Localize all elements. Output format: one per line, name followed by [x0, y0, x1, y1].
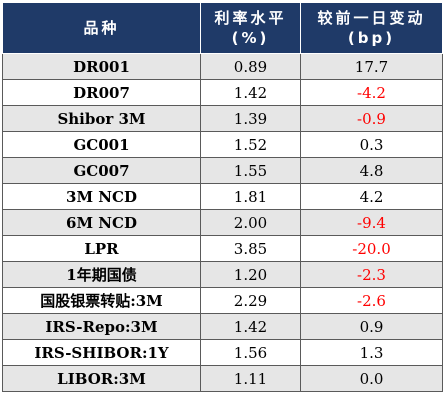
row-change: -20.0: [300, 235, 443, 262]
row-change: -2.3: [300, 261, 443, 288]
table-row: LPR 3.85 -20.0: [2, 235, 443, 262]
row-change: 1.3: [300, 339, 443, 366]
row-change: -2.6: [300, 287, 443, 314]
row-name: IRS-Repo:3M: [2, 313, 201, 340]
row-change: -9.4: [300, 209, 443, 236]
row-rate: 2.00: [200, 209, 301, 236]
header-change-line2: (bp): [347, 29, 396, 47]
table-row: GC001 1.52 0.3: [2, 131, 443, 158]
row-rate: 1.56: [200, 339, 301, 366]
header-change-line1: 较前一日变动: [317, 9, 426, 27]
table-row: DR001 0.89 17.7: [2, 53, 443, 80]
table-row: DR007 1.42 -4.2: [2, 79, 443, 106]
header-rate-level: 利率水平 (%): [200, 2, 301, 54]
row-rate: 1.42: [200, 79, 301, 106]
rates-table-container: 品种 利率水平 (%) 较前一日变动 (bp) DR001 0.89 17.7 DR…: [2, 2, 443, 392]
header-rate-line2: (%): [231, 29, 270, 47]
row-name: 3M NCD: [2, 183, 201, 210]
row-name: GC007: [2, 157, 201, 184]
table-row: Shibor 3M 1.39 -0.9: [2, 105, 443, 132]
row-rate: 1.52: [200, 131, 301, 158]
row-rate: 1.39: [200, 105, 301, 132]
table-body: DR001 0.89 17.7 DR007 1.42 -4.2 Shibor 3…: [2, 53, 443, 392]
row-change: 0.3: [300, 131, 443, 158]
row-change: -4.2: [300, 79, 443, 106]
row-name: 1年期国债: [2, 261, 201, 288]
row-name: DR007: [2, 79, 201, 106]
row-name: Shibor 3M: [2, 105, 201, 132]
table-row: 6M NCD 2.00 -9.4: [2, 209, 443, 236]
row-change: 0.9: [300, 313, 443, 340]
table-row: IRS-SHIBOR:1Y 1.56 1.3: [2, 339, 443, 366]
header-variety: 品种: [2, 2, 201, 54]
row-rate: 0.89: [200, 53, 301, 80]
row-name: IRS-SHIBOR:1Y: [2, 339, 201, 366]
table-header: 品种 利率水平 (%) 较前一日变动 (bp): [2, 2, 443, 54]
table-row: IRS-Repo:3M 1.42 0.9: [2, 313, 443, 340]
row-name: DR001: [2, 53, 201, 80]
row-name: LIBOR:3M: [2, 365, 201, 392]
table-row: 3M NCD 1.81 4.2: [2, 183, 443, 210]
rates-table: 品种 利率水平 (%) 较前一日变动 (bp) DR001 0.89 17.7 DR…: [2, 2, 443, 392]
row-rate: 1.42: [200, 313, 301, 340]
row-name: 国股银票转贴:3M: [2, 287, 201, 314]
row-change: 4.2: [300, 183, 443, 210]
row-rate: 1.20: [200, 261, 301, 288]
table-row: 国股银票转贴:3M 2.29 -2.6: [2, 287, 443, 314]
row-name: GC001: [2, 131, 201, 158]
row-change: 4.8: [300, 157, 443, 184]
table-row: GC007 1.55 4.8: [2, 157, 443, 184]
row-name: 6M NCD: [2, 209, 201, 236]
row-rate: 3.85: [200, 235, 301, 262]
row-rate: 1.11: [200, 365, 301, 392]
header-variety-label: 品种: [83, 19, 120, 37]
row-change: -0.9: [300, 105, 443, 132]
header-daily-change: 较前一日变动 (bp): [300, 2, 443, 54]
header-rate-line1: 利率水平: [214, 9, 287, 27]
row-change: 17.7: [300, 53, 443, 80]
row-change: 0.0: [300, 365, 443, 392]
table-row: 1年期国债 1.20 -2.3: [2, 261, 443, 288]
table-row: LIBOR:3M 1.11 0.0: [2, 365, 443, 392]
row-name: LPR: [2, 235, 201, 262]
row-rate: 1.55: [200, 157, 301, 184]
row-rate: 1.81: [200, 183, 301, 210]
header-row: 品种 利率水平 (%) 较前一日变动 (bp): [2, 2, 443, 54]
row-rate: 2.29: [200, 287, 301, 314]
